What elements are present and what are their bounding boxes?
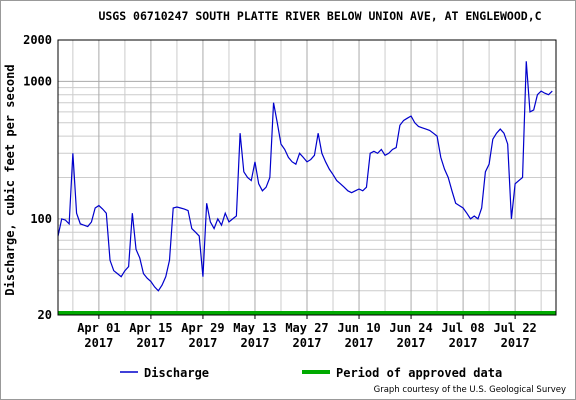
x-tick-label: Apr 29 2017 [181,321,224,350]
x-tick-label: Apr 15 2017 [129,321,172,350]
legend-label: Period of approved data [336,366,502,380]
x-tick-label: May 27 2017 [285,321,328,350]
y-tick-label: 2000 [23,33,52,47]
legend-label: Discharge [144,366,209,380]
y-tick-label: 1000 [23,74,52,88]
chart-title: USGS 06710247 SOUTH PLATTE RIVER BELOW U… [98,9,541,23]
y-tick-label: 100 [30,212,52,226]
credit: Graph courtesy of the U.S. Geological Su… [374,385,566,395]
x-tick-label: May 13 2017 [233,321,276,350]
x-tick-label: Apr 01 2017 [77,321,120,350]
grid [58,39,556,316]
x-tick-label: Jun 10 2017 [337,321,380,350]
x-tick-label: Jun 24 2017 [389,321,432,350]
discharge-line [57,61,553,292]
x-tick-label: Jul 08 2017 [441,321,484,350]
plot-marks [57,61,556,315]
y-tick-label: 20 [38,308,52,322]
x-tick-label: Jul 22 2017 [493,321,536,350]
y-axis-label: Discharge, cubic feet per second [3,64,17,295]
